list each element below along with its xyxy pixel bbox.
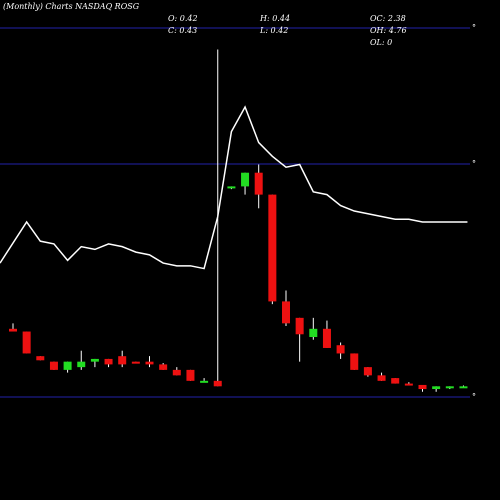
candle-body-down (391, 378, 400, 384)
candle-body-up (90, 358, 99, 362)
ohlc-low: L: 0.42 (259, 26, 288, 35)
candle-body-up (459, 386, 468, 389)
candle-body-up (432, 386, 441, 390)
candle-body-down (282, 301, 290, 324)
candle-body-down (322, 328, 331, 348)
candle-body-down (295, 317, 304, 335)
candle-body-down (172, 369, 181, 376)
candle-body-up (200, 380, 209, 383)
candle-body-down (22, 331, 31, 354)
candle-body-down (418, 384, 427, 390)
ohlc-open-close: OC: 2.38 (370, 14, 406, 23)
candle-body-down (118, 356, 127, 365)
candle-body-down (404, 383, 413, 386)
chart-title: (Monthly) Charts NASDAQ ROSG (3, 2, 140, 11)
candle-body-down (350, 353, 359, 370)
candle-body-up (309, 328, 318, 338)
candle-body-down (49, 361, 58, 370)
candle-body-down (268, 194, 277, 302)
candle-body-down (377, 375, 386, 381)
candle-body-down (36, 356, 45, 361)
candle-body-up (241, 172, 250, 187)
grid-marker-middle: ° (472, 159, 476, 168)
candle-body-down (213, 380, 222, 387)
candle-body-down (104, 358, 113, 365)
candle-body-down (9, 328, 17, 332)
ohlc-open-low: OL: 0 (370, 38, 392, 47)
ohlc-close: C: 0.43 (168, 26, 197, 35)
candle-body-up (63, 361, 72, 370)
candle-body-down (254, 172, 263, 195)
ohlc-open-high: OH: 4.76 (370, 26, 407, 35)
candles-layer (9, 49, 468, 392)
ohlc-open: O: 0.42 (168, 14, 198, 23)
candle-body-down (145, 361, 154, 365)
candle-body-down (131, 361, 140, 364)
candle-body-down (186, 369, 195, 381)
candle-body-up (445, 386, 454, 389)
ohlc-high: H: 0.44 (259, 14, 290, 23)
grid-marker-bottom: ° (472, 392, 476, 401)
candle-body-up (227, 186, 236, 189)
line-series (0, 105, 468, 270)
candle-body-up (77, 361, 86, 368)
grid-marker-top: ° (472, 23, 476, 32)
candle-body-down (336, 345, 345, 354)
candle-body-down (159, 364, 168, 370)
candle-body-down (363, 367, 372, 376)
